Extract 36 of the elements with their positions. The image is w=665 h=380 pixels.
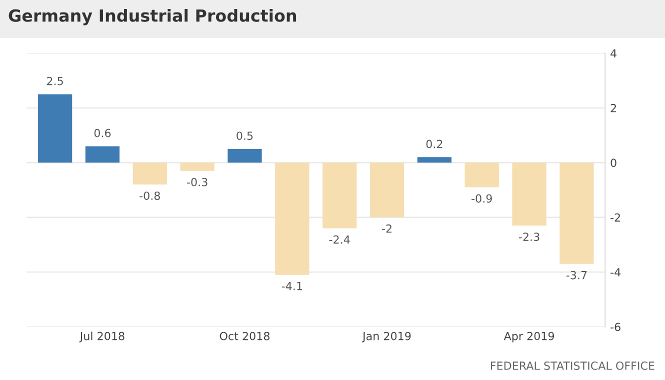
text: FEDERAL STATISTICAL OFFICE <box>490 362 654 370</box>
data-label: -0.9 <box>472 194 492 203</box>
y-tick-label: 4 <box>610 49 616 58</box>
bar <box>322 162 357 228</box>
data-label: 0.6 <box>94 128 111 138</box>
data-label: 2.5 <box>47 76 63 86</box>
y-tick-label: 0 <box>610 158 616 168</box>
bar <box>132 162 167 185</box>
bar <box>180 162 214 171</box>
bar <box>275 162 310 275</box>
x-tick-label: Jan 2019 <box>362 332 411 342</box>
chart-title: Germany Industrial Production <box>8 8 296 26</box>
data-label: 0.2 <box>426 140 442 148</box>
data-label: 0.5 <box>236 132 253 140</box>
x-tick-label: Oct 2018 <box>220 332 270 340</box>
data-label: -0.8 <box>140 192 160 200</box>
bar <box>38 94 72 163</box>
x-tick-label: Apr 2019 <box>504 332 554 342</box>
bar <box>560 162 594 264</box>
data-label: -2 <box>382 224 392 233</box>
bar <box>417 157 452 163</box>
bar <box>464 162 499 188</box>
y-tick-label: -4 <box>610 268 620 276</box>
y-tick-label: 2 <box>610 104 616 112</box>
data-label: -2.3 <box>518 232 540 242</box>
data-label: -2.4 <box>329 235 350 244</box>
x-tick-label: Jul 2018 <box>79 332 124 342</box>
bar <box>512 162 546 226</box>
y-tick-label: -2 <box>610 213 620 222</box>
bar <box>228 148 262 163</box>
data-label: -4.1 <box>282 282 302 290</box>
bar <box>85 146 120 163</box>
y-tick-label: -6 <box>610 322 620 332</box>
data-label: -3.7 <box>566 270 587 280</box>
bar <box>370 162 404 218</box>
data-label: -0.3 <box>187 178 208 186</box>
